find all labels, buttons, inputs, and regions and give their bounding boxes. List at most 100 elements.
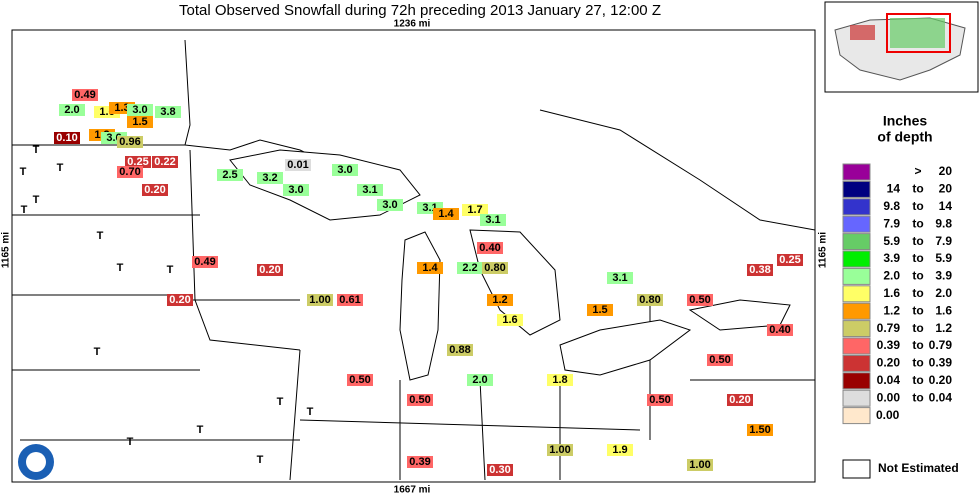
- legend-label: to: [912, 390, 923, 404]
- station-value: 1.00: [689, 459, 710, 471]
- station-value: 0.50: [409, 394, 430, 406]
- scale-label: 1236 mi: [394, 19, 431, 30]
- legend-label: to: [912, 338, 923, 352]
- station-box: [217, 169, 243, 181]
- legend-label: 3.9: [883, 251, 900, 265]
- station-value: 0.50: [689, 294, 710, 306]
- legend-label: 20: [939, 182, 953, 196]
- legend-label: 20: [939, 164, 953, 178]
- legend-swatch: [842, 198, 871, 216]
- legend-label: to: [912, 251, 923, 265]
- legend-swatch: [842, 233, 871, 251]
- legend-swatch: [842, 354, 871, 372]
- legend-label: Not Estimated: [878, 461, 959, 475]
- legend-label: 9.8: [883, 199, 900, 213]
- station-box: [462, 204, 488, 216]
- legend-label: 0.04: [877, 373, 901, 387]
- legend-label: 1.2: [935, 321, 952, 335]
- legend-label: 0.00: [877, 390, 901, 404]
- legend-label: 0.39: [877, 338, 901, 352]
- station-box: [283, 184, 309, 196]
- station-value: 0.10: [56, 132, 77, 144]
- station-box: [127, 104, 153, 116]
- station-value: 3.2: [262, 172, 277, 184]
- station-box: [497, 314, 523, 326]
- legend-swatch: [842, 320, 871, 338]
- legend-swatch: [842, 389, 871, 407]
- station-value: 0.20: [729, 394, 750, 406]
- station-box: [257, 172, 283, 184]
- station-value: 2.0: [64, 104, 79, 116]
- map: [11, 29, 816, 483]
- station-box: [307, 294, 333, 306]
- station-value: T: [33, 144, 40, 156]
- station-value: T: [97, 230, 104, 242]
- legend-label: 0.04: [929, 390, 953, 404]
- legend-label: 2.0: [935, 286, 952, 300]
- legend-label: 1.2: [883, 303, 900, 317]
- station-box: [687, 294, 713, 306]
- station-value: 0.61: [339, 294, 360, 306]
- legend-label: 2.0: [883, 269, 900, 283]
- legend-label: to: [912, 199, 923, 213]
- station-box: [482, 262, 508, 274]
- station-value: 0.01: [287, 159, 308, 171]
- station-value: 3.1: [485, 214, 500, 226]
- station-value: 1.4: [422, 262, 438, 274]
- legend-label: to: [912, 216, 923, 230]
- legend-swatch: [842, 163, 871, 181]
- station-box: [377, 199, 403, 211]
- station-box: [487, 464, 513, 476]
- station-value: T: [20, 166, 27, 178]
- station-box: [337, 294, 363, 306]
- station-value: 1.8: [552, 374, 567, 386]
- station-value: 0.70: [119, 166, 140, 178]
- station-value: T: [307, 406, 314, 418]
- station-box: [285, 159, 311, 171]
- station-box: [487, 294, 513, 306]
- station-box: [347, 374, 373, 386]
- station-value: 0.25: [779, 254, 800, 266]
- legend-swatch: [842, 180, 871, 198]
- legend-label: to: [912, 356, 923, 370]
- station-value: 3.1: [612, 272, 627, 284]
- legend-swatch: [842, 267, 871, 285]
- station-box: [457, 262, 483, 274]
- station-box: [72, 89, 98, 101]
- station-value: 1.3: [114, 102, 129, 114]
- station-box: [587, 304, 613, 316]
- station-value: 3.0: [382, 199, 397, 211]
- legend-label: 1.6: [883, 286, 900, 300]
- station-value: T: [277, 396, 284, 408]
- title: Total Observed Snowfall during 72h prece…: [179, 2, 661, 19]
- station-box: [192, 256, 218, 268]
- legend-label: to: [912, 321, 923, 335]
- station-value: 1.00: [549, 444, 570, 456]
- station-box: [59, 104, 85, 116]
- station-box: [747, 424, 773, 436]
- station-box: [607, 444, 633, 456]
- legend-label: 3.9: [935, 269, 952, 283]
- station-value: T: [257, 454, 264, 466]
- station-value: 0.88: [449, 344, 470, 356]
- legend-label: 14: [939, 199, 953, 213]
- legend-swatch: [842, 215, 871, 233]
- legend-swatch: [842, 337, 871, 355]
- noaa-logo: [18, 444, 54, 480]
- station-value: 0.25: [127, 156, 148, 168]
- station-value: 0.20: [259, 264, 280, 276]
- station-value: 0.20: [169, 294, 190, 306]
- legend-label: 0.00: [876, 408, 900, 422]
- station-value: 2.2: [462, 262, 477, 274]
- station-box: [54, 132, 80, 144]
- station-value: T: [167, 264, 174, 276]
- legend-label: to: [912, 269, 923, 283]
- legend-swatch: [842, 372, 871, 390]
- station-box: [547, 374, 573, 386]
- station-value: 2.0: [472, 374, 487, 386]
- station-value: 3.0: [132, 104, 147, 116]
- station-value: 0.80: [639, 294, 660, 306]
- station-box: [125, 156, 151, 168]
- station-value: 0.49: [74, 89, 95, 101]
- legend-label: to: [912, 303, 923, 317]
